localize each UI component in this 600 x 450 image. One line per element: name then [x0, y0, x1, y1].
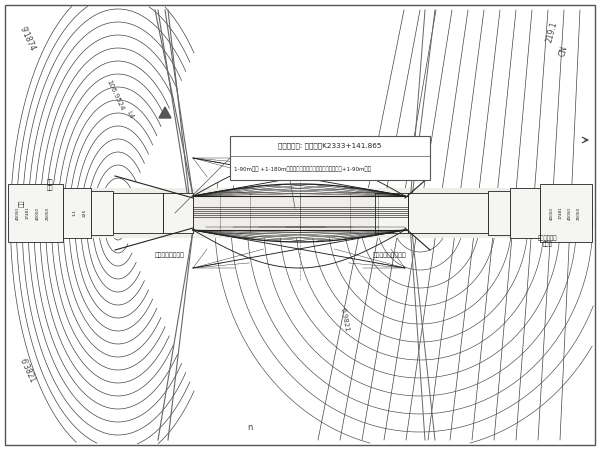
- Text: 225: 225: [83, 209, 87, 217]
- Text: 左桥墩桥台半径道: 左桥墩桥台半径道: [155, 252, 185, 258]
- Text: 17481: 17481: [26, 207, 30, 220]
- Bar: [540, 184, 592, 242]
- Bar: [488, 191, 510, 235]
- Bar: [375, 193, 408, 233]
- Text: CN: CN: [558, 45, 569, 58]
- Bar: [163, 193, 193, 233]
- Bar: [63, 188, 91, 238]
- Text: 40050: 40050: [36, 207, 40, 220]
- Text: 25050: 25050: [46, 207, 50, 220]
- Text: 桥台: 桥台: [19, 199, 25, 207]
- Polygon shape: [159, 107, 171, 118]
- Text: 219.1: 219.1: [545, 20, 559, 43]
- Text: 25050: 25050: [577, 207, 581, 220]
- Text: 右桥墩及桥台
道截面: 右桥墩及桥台 道截面: [538, 235, 558, 247]
- Text: 40050: 40050: [16, 207, 20, 220]
- Text: 左桥
墩台: 左桥 墩台: [47, 179, 53, 191]
- Text: L4: L4: [125, 110, 134, 120]
- Text: 右桥墩及桥台半径道: 右桥墩及桥台半径道: [373, 252, 407, 258]
- Bar: [91, 191, 113, 235]
- Text: 花鱼用大桥: 中心桩号K2333+141.865: 花鱼用大桥: 中心桩号K2333+141.865: [278, 142, 382, 149]
- Text: 1-90m钢管 +1-180m半穿式提篮钢管混凝土支撑桥面行支撑+1-90m直撑: 1-90m钢管 +1-180m半穿式提篮钢管混凝土支撑桥面行支撑+1-90m直撑: [234, 166, 371, 172]
- Text: 17481: 17481: [559, 207, 563, 220]
- Text: 40050: 40050: [550, 207, 554, 220]
- Bar: [510, 188, 540, 238]
- Text: 6'3821: 6'3821: [18, 357, 37, 385]
- Text: 40050: 40050: [568, 207, 572, 220]
- Text: n: n: [247, 423, 253, 432]
- Bar: [8, 188, 592, 238]
- Bar: [230, 136, 430, 180]
- Bar: [8, 184, 63, 242]
- Bar: [113, 193, 163, 233]
- Text: 106.9524: 106.9524: [105, 79, 125, 112]
- Text: 9'1874: 9'1874: [18, 25, 37, 53]
- Text: 1:1: 1:1: [73, 210, 77, 216]
- Text: 6.9821: 6.9821: [340, 307, 350, 333]
- Bar: [408, 193, 488, 233]
